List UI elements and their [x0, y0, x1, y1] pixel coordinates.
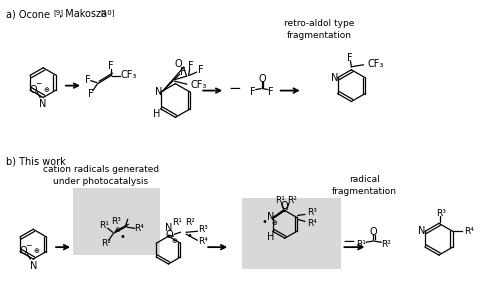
Text: cation radicals generated
under photocatalysis: cation radicals generated under photocat… [43, 165, 159, 186]
Text: R¹: R¹ [99, 221, 109, 230]
Text: N: N [40, 99, 47, 110]
Text: N: N [418, 226, 426, 236]
Text: , Makosza: , Makosza [59, 9, 107, 19]
Text: R²: R² [101, 239, 111, 248]
Text: R²: R² [287, 196, 296, 205]
Text: R⁴: R⁴ [198, 237, 208, 246]
Text: F: F [346, 53, 352, 63]
Bar [73, 188, 161, 255]
Text: radical
fragmentation: radical fragmentation [332, 175, 397, 196]
Text: F: F [268, 87, 274, 97]
Text: O: O [281, 200, 289, 211]
Text: F: F [188, 61, 194, 71]
Text: ⊕: ⊕ [33, 248, 39, 254]
Text: [9]: [9] [53, 9, 63, 16]
Bar [242, 198, 342, 269]
Text: b) This work: b) This work [6, 157, 66, 167]
Text: F: F [108, 61, 114, 71]
Text: ⊕: ⊕ [115, 227, 121, 233]
Text: R⁴: R⁴ [465, 227, 474, 236]
Text: O: O [20, 246, 27, 256]
Text: R¹: R¹ [172, 218, 182, 227]
Text: ⊕: ⊕ [43, 87, 49, 93]
Text: ⊕: ⊕ [172, 238, 177, 244]
Text: •: • [262, 217, 268, 227]
Text: O: O [369, 227, 377, 237]
Text: N: N [29, 261, 37, 271]
Text: N: N [267, 212, 274, 222]
Text: R²: R² [185, 218, 195, 227]
Text: R⁴: R⁴ [134, 224, 144, 233]
Text: −: − [25, 241, 31, 250]
Text: N: N [155, 87, 163, 97]
Text: ⊕: ⊕ [272, 220, 278, 226]
Text: R⁴: R⁴ [307, 219, 317, 228]
Text: −: − [342, 234, 355, 249]
Text: F: F [250, 87, 256, 97]
Text: CF₃: CF₃ [191, 80, 207, 90]
Text: CF₃: CF₃ [368, 59, 384, 69]
Text: −: − [229, 81, 242, 96]
Text: O: O [258, 74, 266, 84]
Text: O: O [175, 59, 182, 69]
Text: O: O [29, 85, 37, 95]
Text: H: H [153, 109, 160, 119]
Text: R¹: R¹ [275, 196, 285, 205]
Text: N: N [165, 223, 172, 233]
Text: [10]: [10] [101, 9, 115, 16]
Text: a) Ocone: a) Ocone [6, 9, 50, 19]
Text: N: N [331, 73, 338, 83]
Text: −: − [35, 79, 41, 88]
Text: F: F [180, 67, 185, 77]
Text: H: H [267, 232, 274, 242]
Text: R³: R³ [436, 209, 446, 218]
Text: R¹: R¹ [356, 240, 366, 249]
Text: O: O [166, 230, 173, 240]
Text: F: F [85, 75, 91, 85]
Text: R³: R³ [111, 217, 121, 226]
Text: CF₃: CF₃ [121, 70, 137, 80]
Text: R²: R² [381, 240, 391, 249]
Text: F: F [88, 88, 94, 99]
Text: •: • [186, 231, 192, 241]
Text: R³: R³ [198, 225, 208, 234]
Text: retro-aldol type
fragmentation: retro-aldol type fragmentation [284, 19, 355, 40]
Text: •: • [120, 232, 125, 242]
Text: F: F [198, 65, 203, 75]
Text: R³: R³ [307, 208, 317, 217]
